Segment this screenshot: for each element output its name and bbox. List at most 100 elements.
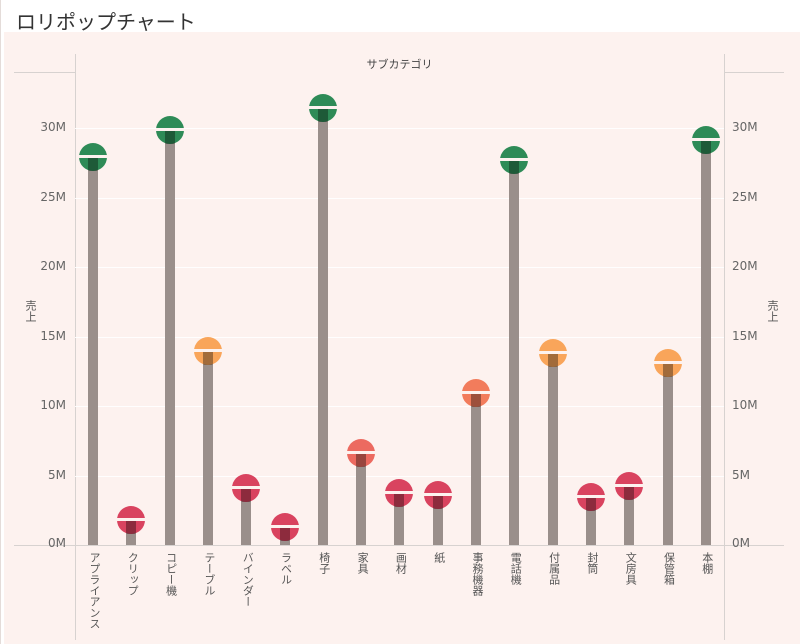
head-divider [653,360,682,364]
head-shade [662,363,673,377]
y-tick-label-left: 15M [40,328,66,343]
y-tick-label-right: 25M [732,189,758,204]
lollipop-head[interactable] [232,473,261,502]
x-tick-label: コピー機 [164,552,178,596]
lollipop-stem [88,155,98,545]
y-tick-label-left: 5M [48,467,66,482]
head-divider [500,157,529,161]
head-divider [538,350,567,354]
head-divider [423,492,452,496]
y-axis-label-left: 売上 [24,300,37,322]
gridline [75,267,724,268]
lollipop-head[interactable] [155,116,184,145]
head-shade [471,394,481,408]
head-divider [462,391,490,395]
y-tick-label-right: 0M [732,536,750,550]
head-shade [164,131,175,145]
lollipop-stem [202,350,213,545]
y-tick-label-left: 10M [40,398,66,412]
head-shade [279,527,290,541]
lollipop-stem [432,493,443,545]
header-divider-right [724,72,784,73]
x-tick-label: 文房具 [624,552,638,585]
lollipop-head[interactable] [500,145,529,174]
lollipop-stem [241,486,252,545]
x-tick-label: テーブル [202,552,216,596]
plot-left-border [75,54,76,640]
lollipop-head[interactable] [347,438,376,467]
lollipop-head[interactable] [117,505,146,534]
x-tick-label: 家具 [356,552,370,574]
head-shade [394,494,405,508]
head-divider [576,495,605,499]
lollipop-head[interactable] [538,338,567,367]
y-tick-label-right: 5M [732,467,750,482]
y-axis-label-right: 売上 [766,300,779,322]
head-shade [202,352,213,366]
lollipop-head[interactable] [79,142,107,171]
lollipop-head[interactable] [615,472,644,501]
y-tick-label-left: 0M [48,536,66,550]
gridline [75,406,724,407]
x-tick-label: 本棚 [700,552,714,574]
lollipop-head[interactable] [423,480,452,509]
head-divider [347,450,376,454]
lollipop-head[interactable] [576,483,605,512]
lollipop-head[interactable] [385,479,414,508]
head-divider [193,349,222,353]
head-shade [700,141,711,155]
gridline [75,128,724,129]
lollipop-head[interactable] [462,379,490,408]
lollipop-stem [509,158,520,545]
y-tick-label-left: 20M [40,259,66,273]
x-tick-label: クリップ [126,552,140,596]
y-tick-label-right: 20M [732,259,758,273]
head-shade [432,495,443,509]
head-shade [624,487,635,501]
head-divider [270,524,299,528]
y-tick-label-right: 15M [732,328,758,343]
head-shade [509,160,520,174]
x-tick-label: 事務機器 [471,552,484,596]
x-tick-label: 付属品 [547,552,561,585]
gridline [75,197,724,199]
y-tick-label-right: 10M [732,398,758,412]
x-tick-label: 電話機 [509,552,523,585]
lollipop-stem [547,351,558,545]
head-shade [585,498,596,512]
lollipop-head[interactable] [691,126,720,155]
head-shade [126,520,137,534]
head-shade [317,109,328,123]
lollipop-head[interactable] [308,94,337,123]
x-tick-label: ラベル [279,552,293,585]
head-divider [691,138,720,142]
plot-right-border [724,54,725,640]
head-divider [308,106,337,110]
lollipop-head[interactable] [193,337,222,366]
x-tick-label: 椅子 [317,552,331,574]
head-shade [547,353,558,367]
head-divider [615,484,644,488]
x-tick-label: アプライアンス [88,552,101,629]
lollipop-stem [700,139,711,545]
head-shade [88,157,98,171]
x-tick-label: 保管箱 [662,552,676,585]
head-divider [232,485,261,489]
x-tick-label: 封筒 [585,552,599,574]
head-shade [241,488,252,502]
head-shade [356,453,367,467]
lollipop-stem [356,451,367,545]
head-divider [385,491,414,495]
head-divider [155,128,184,132]
column-header-title: サブカテゴリ [366,58,433,71]
lollipop-stem [585,496,596,545]
lollipop-stem [394,492,405,545]
lollipop-stem [317,107,328,545]
lollipop-head[interactable] [653,348,682,377]
x-tick-label: 紙 [432,552,446,563]
chart-title: ロリポップチャート [16,10,196,34]
x-tick-label: バインダー [241,552,255,607]
y-tick-label-left: 25M [40,189,66,204]
head-divider [117,517,146,521]
lollipop-head[interactable] [270,512,299,541]
